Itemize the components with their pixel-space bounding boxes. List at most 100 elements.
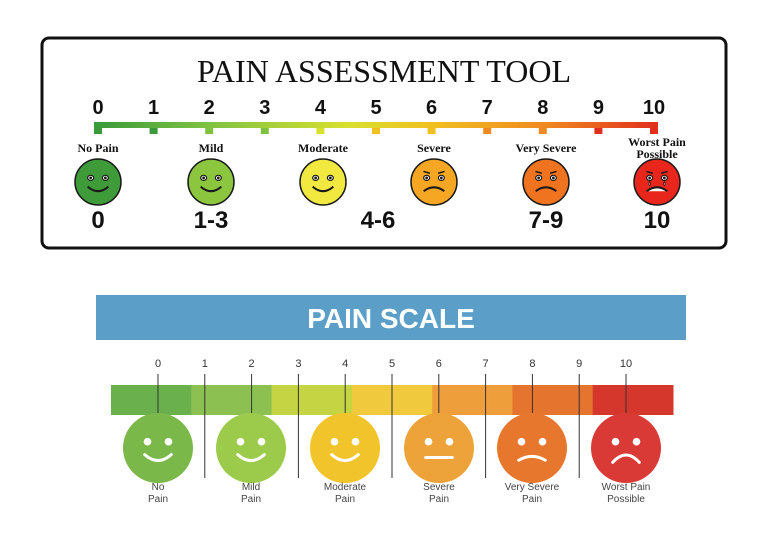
tool-tick-label: 3: [259, 97, 270, 119]
scale-tick-label: 5: [389, 358, 395, 370]
tool-tick-label: 10: [643, 97, 665, 119]
face-eye: [236, 437, 245, 446]
tool-range-label: 10: [644, 207, 671, 234]
face-eye: [538, 437, 547, 446]
face-circle: [123, 413, 193, 483]
tool-face-label: Worst Pain: [628, 135, 686, 149]
face-mouth: [646, 186, 668, 193]
face-mouth: [86, 185, 110, 193]
scale-face-label: Pain: [148, 494, 168, 505]
face-mouth: [236, 453, 266, 463]
pain-scale: PAIN SCALE 0 1 2 3 4 5 6 7 8 9 10 NoPainMildPainMo…: [96, 295, 686, 525]
face-brow: [535, 170, 543, 174]
face-mouth: [143, 453, 173, 463]
scale-face-label: Pain: [241, 494, 261, 505]
scale-tick-label: 6: [436, 358, 442, 370]
face-eye: [517, 437, 526, 446]
tool-tick-label: 4: [315, 97, 327, 119]
scale-tick-label: 2: [249, 358, 255, 370]
face-pupil: [328, 176, 332, 180]
scale-face-label: Possible: [607, 494, 645, 505]
scale-panel: [96, 345, 686, 525]
face-eye: [445, 437, 454, 446]
face-circle: [216, 413, 286, 483]
face-brow: [646, 170, 654, 174]
scale-face-label: Pain: [522, 494, 542, 505]
face-neutral-icon: [404, 413, 474, 483]
scale-bar-segment: [432, 385, 513, 415]
face-sad-icon: [522, 158, 570, 206]
scale-bar-segment: [271, 385, 353, 415]
scale-face-label: Worst Pain: [602, 482, 651, 493]
face-pupil: [439, 176, 443, 180]
face-circle: [633, 158, 681, 206]
face-circle: [310, 413, 380, 483]
scale-bar-segment: [592, 385, 674, 415]
face-brow: [660, 170, 668, 174]
face-mouth: [311, 185, 335, 193]
tool-face-label: Possible: [636, 147, 678, 161]
face-eye: [164, 437, 173, 446]
scale-bar-segment: [512, 385, 594, 415]
scale-tick-label: 8: [529, 358, 535, 370]
tool-tick-label: 7: [482, 97, 493, 119]
tool-range-label: 1-3: [194, 207, 229, 234]
face-eye: [632, 437, 641, 446]
tool-tick-label: 6: [426, 97, 437, 119]
face-circle: [404, 413, 474, 483]
face-tear: [648, 180, 651, 187]
face-pupil: [202, 176, 206, 180]
scale-tick-label: 10: [620, 358, 632, 370]
face-happy-icon: [74, 158, 122, 206]
tool-tick-label: 9: [593, 97, 604, 119]
tool-tick-label: 5: [370, 97, 381, 119]
face-pupil: [89, 176, 93, 180]
face-circle: [410, 158, 458, 206]
tool-face-label: Very Severe: [516, 141, 578, 155]
scale-tick-label: 3: [295, 358, 301, 370]
scale-face-label: Severe: [423, 482, 455, 493]
face-mouth: [199, 185, 223, 193]
tool-face-label: Severe: [417, 141, 451, 155]
face-tear: [663, 180, 666, 187]
tool-range-label: 7-9: [529, 207, 564, 234]
face-brow: [437, 170, 445, 174]
face-smile-icon: [299, 158, 347, 206]
tool-tick-label: 1: [148, 97, 159, 119]
scale-face-label: No: [152, 482, 165, 493]
scale-header: [96, 295, 686, 340]
face-pupil: [216, 176, 220, 180]
tool-tick-label: 8: [537, 97, 548, 119]
face-pupil: [551, 176, 555, 180]
scale-tick-label: 4: [342, 358, 348, 370]
scale-face-label: Pain: [335, 494, 355, 505]
face-pupil: [662, 176, 666, 180]
face-smile-icon: [310, 413, 380, 483]
tool-face-label: Moderate: [298, 141, 349, 155]
face-eye: [257, 437, 266, 446]
face-circle: [187, 158, 235, 206]
face-mouth: [517, 454, 547, 462]
tool-tick-label: 2: [204, 97, 215, 119]
face-pupil: [648, 176, 652, 180]
face-pupil: [537, 176, 541, 180]
tool-gradient-bar: [96, 122, 656, 128]
face-eye: [351, 437, 360, 446]
face-smile-icon: [216, 413, 286, 483]
face-circle: [299, 158, 347, 206]
face-sad-icon: [497, 413, 567, 483]
scale-bar-segment: [111, 385, 192, 415]
tool-tick-label: 0: [92, 97, 103, 119]
tool-range-label: 0: [91, 207, 104, 234]
pain-assessment-tool: PAIN ASSESSMENT TOOL 0 1 2 3 4 5 6 7 8 9 10 No Pai…: [40, 36, 728, 250]
scale-bar-segment: [191, 385, 273, 415]
face-eye: [611, 437, 620, 446]
scale-tick-label: 0: [155, 358, 161, 370]
face-mouth: [611, 453, 641, 464]
face-smile-icon: [187, 158, 235, 206]
face-pupil: [425, 176, 429, 180]
face-mouth: [423, 186, 445, 193]
tool-face-label: Mild: [199, 141, 224, 155]
face-pupil: [103, 176, 107, 180]
face-eye: [330, 437, 339, 446]
